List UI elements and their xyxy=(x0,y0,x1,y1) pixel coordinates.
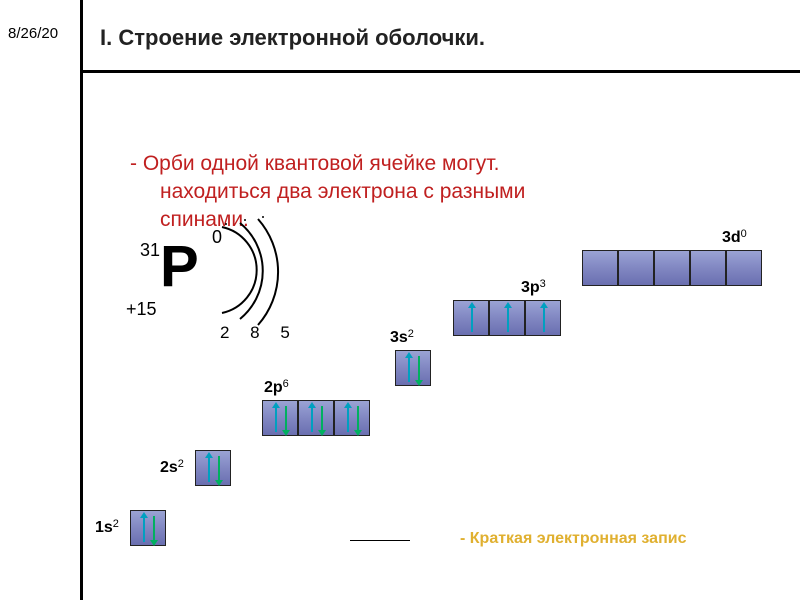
mass-number: 31 xyxy=(140,240,160,261)
orbital-cell xyxy=(525,300,561,336)
orbital-label-s1: 1s2 xyxy=(95,518,119,537)
spin-up-icon xyxy=(208,456,210,482)
orbital-label-p3: 3p3 xyxy=(521,278,546,297)
orbital-label-d3: 3d0 xyxy=(722,228,747,247)
spin-up-icon xyxy=(408,356,410,382)
orbital-label-s2: 2s2 xyxy=(160,458,184,477)
atom-diagram: 31 0 P +15 2 8 5 xyxy=(120,215,320,375)
spin-up-icon xyxy=(311,406,313,432)
page-title: I. Строение электронной оболочки. xyxy=(100,25,485,51)
orbital-cell xyxy=(582,250,618,286)
footnote-label: - Краткая электронная запис xyxy=(460,530,686,548)
definition-line-2: находиться два электрона с разными xyxy=(160,178,525,205)
orbital-cell xyxy=(395,350,431,386)
orbital-cell xyxy=(262,400,298,436)
spin-down-icon xyxy=(285,406,287,432)
vertical-divider xyxy=(80,0,83,600)
underline xyxy=(350,540,410,541)
spin-up-icon xyxy=(543,306,545,332)
spin-up-icon xyxy=(347,406,349,432)
spin-down-icon xyxy=(418,356,420,382)
spin-up-icon xyxy=(507,306,509,332)
shell-electron-counts: 2 8 5 xyxy=(220,323,298,343)
orbital-cell xyxy=(618,250,654,286)
spin-up-icon xyxy=(275,406,277,432)
definition-line-1: - Орби одной квантовой ячейке могут. xyxy=(130,150,499,177)
orbital-label-s3: 3s2 xyxy=(390,328,414,347)
date-label: 8/26/20 xyxy=(8,25,58,42)
element-symbol: P xyxy=(160,233,199,300)
electron-shells-icon xyxy=(200,215,320,335)
orbital-cell xyxy=(690,250,726,286)
orbital-cell xyxy=(195,450,231,486)
orbital-cell xyxy=(334,400,370,436)
spin-down-icon xyxy=(218,456,220,482)
orbital-cell xyxy=(726,250,762,286)
spin-down-icon xyxy=(357,406,359,432)
spin-up-icon xyxy=(143,516,145,542)
orbital-cell xyxy=(130,510,166,546)
spin-up-icon xyxy=(471,306,473,332)
orbital-label-p2: 2p6 xyxy=(264,378,289,397)
orbital-cell xyxy=(298,400,334,436)
orbital-cell xyxy=(489,300,525,336)
spin-down-icon xyxy=(153,516,155,542)
spin-down-icon xyxy=(321,406,323,432)
proton-number: +15 xyxy=(126,299,157,320)
orbital-cell xyxy=(453,300,489,336)
orbital-cell xyxy=(654,250,690,286)
horizontal-divider xyxy=(80,70,800,73)
